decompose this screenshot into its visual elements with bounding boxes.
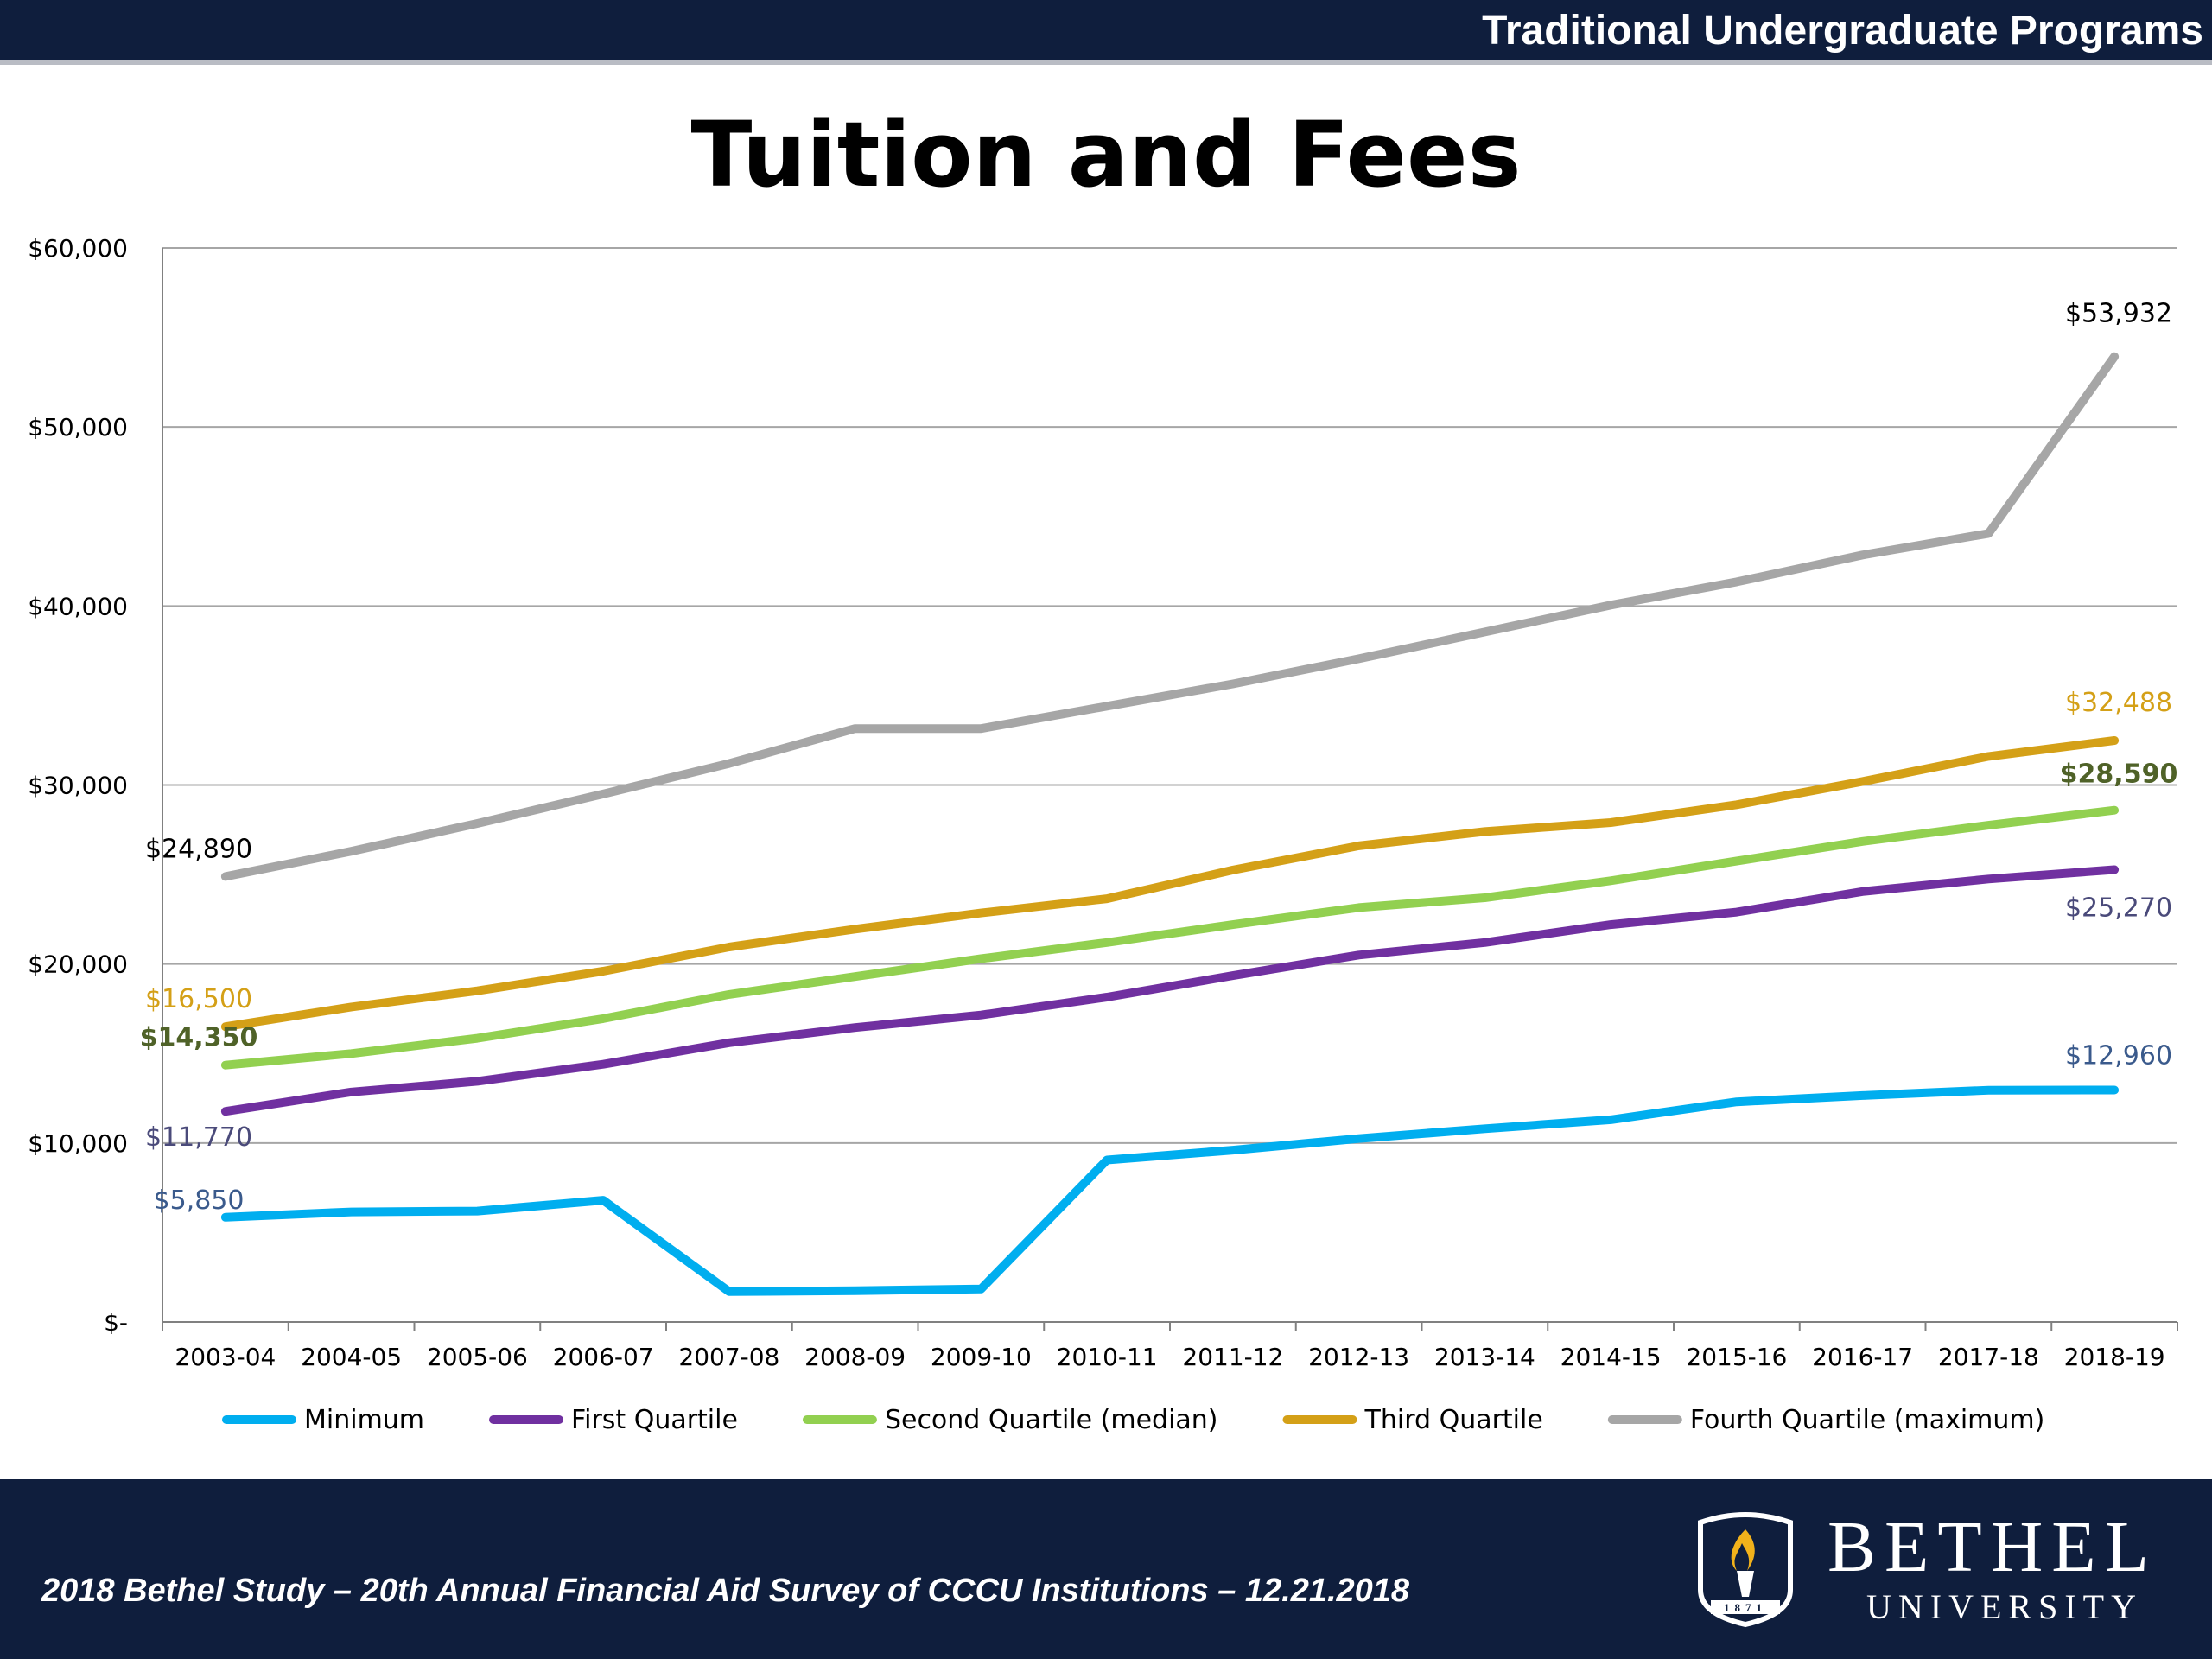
x-tick-label: 2012-13 [1308,1343,1409,1371]
data-label-end: $28,590 [2060,760,2178,790]
data-label-start: $16,500 [145,984,252,1014]
legend-label: First Quartile [571,1405,738,1435]
y-tick-label: $- [104,1308,128,1337]
x-tick-label: 2009-10 [931,1343,1032,1371]
header-bar: Traditional Undergraduate Programs [0,0,2212,65]
x-tick-label: 2003-04 [175,1343,276,1371]
footer-text: 2018 Bethel Study – 20th Annual Financia… [41,1573,1410,1609]
series-line-1 [220,865,2120,1116]
data-label-start: $5,850 [154,1185,245,1216]
x-tick-label: 2010-11 [1057,1343,1158,1371]
legend-label: Second Quartile (median) [885,1405,1218,1435]
data-label-start: $14,350 [140,1023,258,1053]
y-tick-label: $50,000 [28,413,128,442]
y-tick-label: $40,000 [28,592,128,620]
data-label-start: $24,890 [145,834,252,864]
legend-label: Fourth Quartile (maximum) [1690,1405,2045,1435]
x-tick-label: 2016-17 [1812,1343,1913,1371]
x-tick-label: 2008-09 [804,1343,906,1371]
header-title: Traditional Undergraduate Programs [1482,8,2203,54]
data-label-end: $12,960 [2065,1041,2172,1071]
x-tick-label: 2015-16 [1686,1343,1787,1371]
series-line-2 [220,805,2120,1070]
x-tick-label: 2017-18 [1938,1343,2039,1371]
x-tick-label: 2007-08 [678,1343,779,1371]
series-line-0 [220,1085,2120,1296]
x-tick-label: 2011-12 [1182,1343,1283,1371]
data-label-end: $25,270 [2065,893,2172,923]
x-tick-label: 2004-05 [301,1343,402,1371]
x-tick-label: 2005-06 [427,1343,528,1371]
logo-subtitle: UNIVERSITY [1866,1587,2143,1626]
data-label-start: $11,770 [145,1122,252,1153]
logo-year: 1871 [1724,1601,1767,1614]
y-tick-label: $60,000 [28,234,128,263]
data-label-end: $53,932 [2065,299,2172,329]
legend-label: Third Quartile [1364,1405,1543,1435]
x-tick-label: 2006-07 [553,1343,654,1371]
logo-name: BETHEL [1827,1507,2158,1587]
tuition-line-chart: $- $10,000 $20,000 $30,000 $40,000 $50,000 $60… [28,234,2178,1435]
x-tick-label: 2013-14 [1434,1343,1535,1371]
series-line-4 [220,352,2120,881]
y-tick-label: $30,000 [28,772,128,800]
footer-bar: 2018 Bethel Study – 20th Annual Financia… [0,1479,2212,1659]
series-line-3 [220,736,2120,1032]
data-label-end: $32,488 [2065,688,2172,718]
bethel-shield-icon: 1871 [1698,1512,1793,1628]
legend-label: Minimum [304,1405,424,1435]
y-tick-label: $10,000 [28,1129,128,1158]
x-tick-label: 2014-15 [1560,1343,1662,1371]
y-tick-label: $20,000 [28,950,128,979]
x-tick-label: 2018-19 [2064,1343,2165,1371]
page-title: Tuition and Fees [690,102,1522,207]
